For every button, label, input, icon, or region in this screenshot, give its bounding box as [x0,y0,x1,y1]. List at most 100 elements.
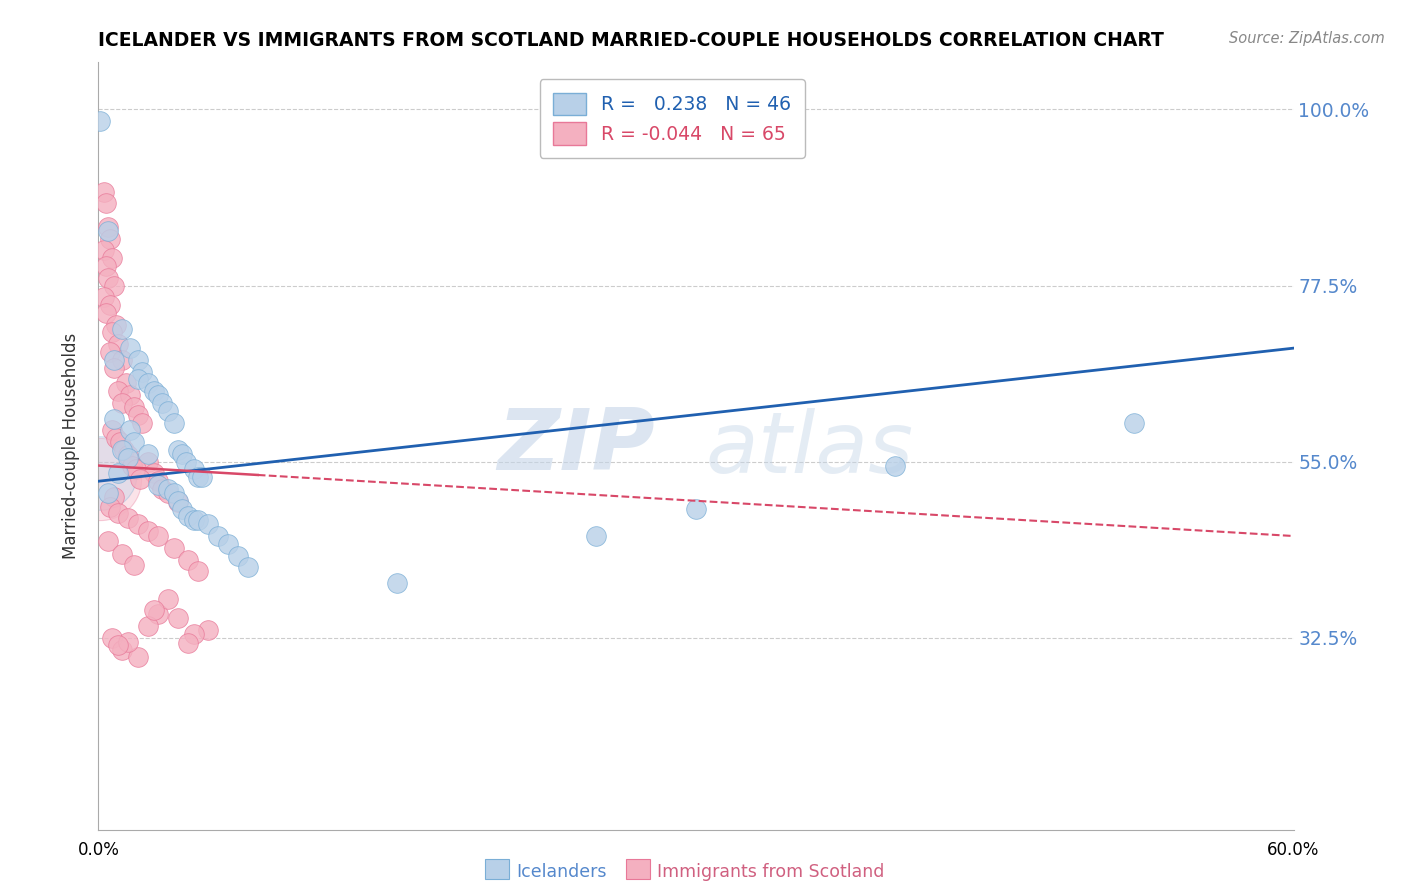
Point [136,619,159,633]
Point [98,345,122,359]
Point [157,404,180,418]
Point [125,462,148,476]
Point [127,408,149,422]
Point [163,416,186,430]
Point [107,638,129,652]
Point [120,423,142,437]
Point [157,591,180,606]
Point [103,278,125,293]
Text: ICELANDER VS IMMIGRANTS FROM SCOTLAND MARRIED-COUPLE HOUSEHOLDS CORRELATION CHAR: ICELANDER VS IMMIGRANTS FROM SCOTLAND MA… [98,30,1164,50]
Point [157,482,180,496]
Point [187,513,209,527]
Point [97,486,120,500]
Point [89,114,111,128]
Point [143,603,166,617]
Text: Source: ZipAtlas.com: Source: ZipAtlas.com [1229,31,1385,46]
Point [183,627,205,641]
Point [127,517,149,532]
Point [98,500,122,514]
Point [97,219,120,234]
Point [101,423,124,437]
Point [129,472,152,486]
Point [124,400,146,414]
Point [167,495,190,509]
Point [172,447,194,461]
Point [177,636,200,650]
Point [167,611,190,625]
Point [127,650,149,665]
Point [124,558,146,572]
Point [110,435,132,450]
Point [111,547,134,561]
Point [101,326,124,340]
Point [97,534,120,549]
Point [131,416,153,430]
Point [136,524,159,538]
Point [89,472,111,486]
Point [136,376,159,391]
Point [183,513,205,527]
Point [120,388,142,402]
Point [127,372,149,386]
Point [89,467,111,481]
Point [187,564,209,578]
Y-axis label: Married-couple Households: Married-couple Households [62,333,80,559]
Point [111,321,134,335]
Point [121,458,143,473]
Point [177,552,200,566]
Point [174,455,197,469]
Point [111,642,134,657]
Point [107,506,129,520]
Point [157,486,180,500]
Point [183,462,205,476]
Point [197,623,219,637]
Point [884,458,907,473]
Point [111,442,134,457]
Point [97,224,120,238]
Point [96,259,118,273]
Text: Immigrants from Scotland: Immigrants from Scotland [657,863,884,881]
Text: 0.0%: 0.0% [77,840,120,859]
Text: Icelanders: Icelanders [516,863,606,881]
Point [124,435,146,450]
Point [117,634,139,648]
Point [1123,416,1146,430]
Text: atlas: atlas [706,409,914,491]
Point [217,537,239,551]
Point [117,449,139,463]
Point [111,396,134,410]
Point [585,529,607,543]
Point [191,470,214,484]
Point [163,541,186,555]
Point [117,511,139,525]
Point [96,196,118,211]
Point [150,396,173,410]
Point [98,231,122,245]
Point [101,251,124,265]
Point [187,470,209,484]
Point [236,560,259,574]
Point [148,529,170,543]
Point [117,450,139,465]
Point [150,482,173,496]
Point [136,455,159,469]
Point [107,337,129,351]
Point [96,306,118,320]
Point [115,376,138,391]
Point [93,290,115,304]
Legend: R =   0.238   N = 46, R = -0.044   N = 65: R = 0.238 N = 46, R = -0.044 N = 65 [540,79,804,158]
Point [127,352,149,367]
Point [101,631,124,645]
Point [148,388,170,402]
Point [103,352,125,367]
Point [172,501,194,516]
Point [197,517,219,532]
Point [107,467,129,481]
Point [148,607,170,622]
Point [148,474,170,488]
Point [103,411,125,425]
Point [143,384,166,399]
Point [107,384,129,399]
Point [120,341,142,355]
Point [97,270,120,285]
